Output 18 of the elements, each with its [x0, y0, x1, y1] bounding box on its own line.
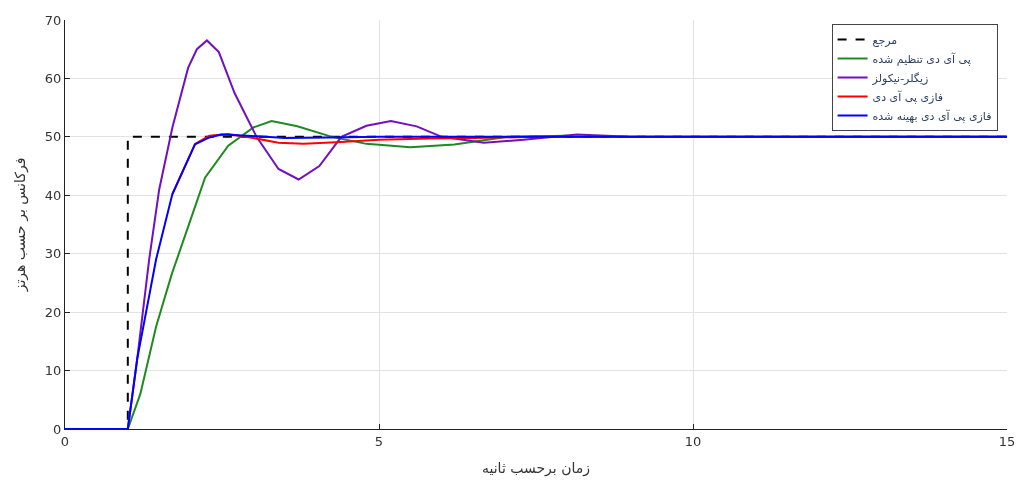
y-axis-title: فرکانس بر حسب هرتز [12, 157, 30, 293]
y-tick-label: 60 [44, 70, 62, 86]
x-tick-label: 15 [998, 433, 1016, 449]
legend-label: مرجع [872, 33, 898, 47]
y-tick-label: 30 [44, 246, 62, 262]
y-tick-label: 70 [44, 12, 62, 28]
y-tick-label: 0 [53, 421, 62, 437]
legend-label: فازی پی آی دی بهینه شده [872, 108, 992, 123]
y-tick-label: 10 [44, 363, 62, 379]
legend-label: زیگلر-نیکولز [871, 71, 929, 85]
x-tick-label: 10 [684, 433, 702, 449]
y-tick-label: 50 [44, 129, 62, 145]
y-tick-label: 20 [44, 304, 62, 320]
legend-label: فازی پی آی دی [872, 89, 944, 104]
x-axis-title: زمان برحسب ثانیه [481, 459, 591, 477]
x-tick-label: 5 [374, 433, 384, 449]
y-tick-label: 40 [44, 187, 62, 203]
legend-label: پی آی دی تنظیم شده [872, 51, 971, 66]
